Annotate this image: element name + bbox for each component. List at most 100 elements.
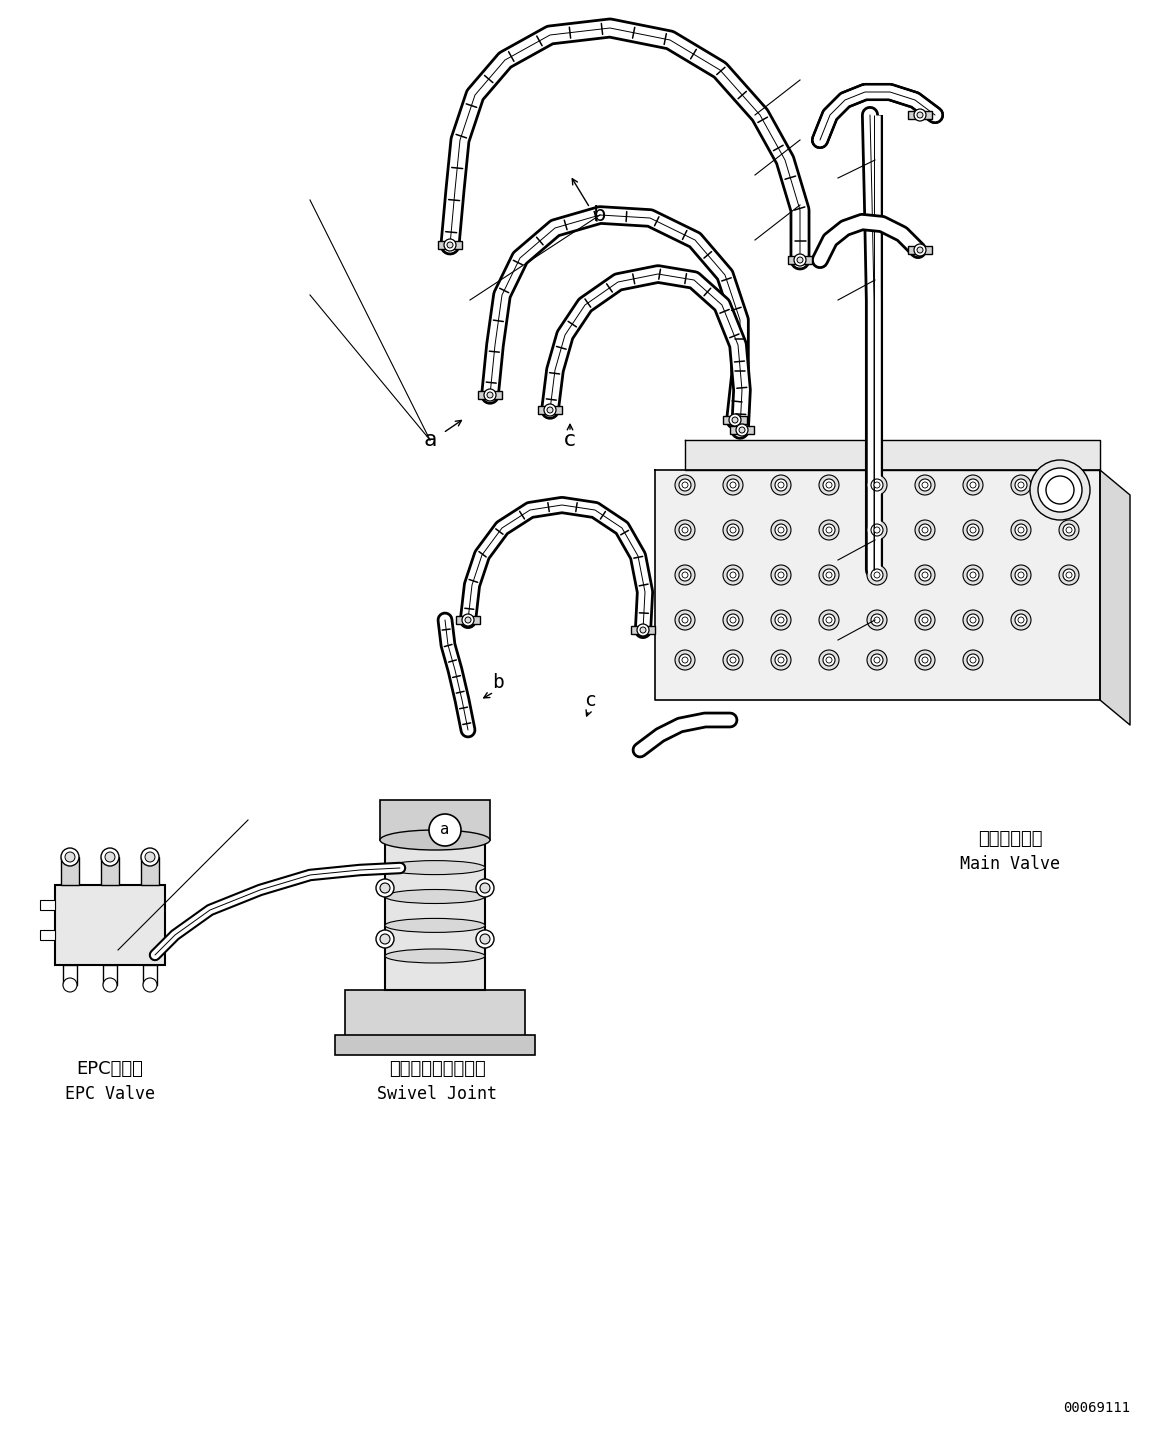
Circle shape <box>823 479 835 491</box>
Circle shape <box>794 254 806 266</box>
Circle shape <box>380 883 390 893</box>
Circle shape <box>429 814 461 846</box>
Circle shape <box>871 569 883 582</box>
Text: メインバルブ: メインバルブ <box>978 830 1042 848</box>
Circle shape <box>723 610 743 631</box>
Circle shape <box>727 569 739 582</box>
Circle shape <box>682 527 688 532</box>
Circle shape <box>771 519 791 540</box>
Circle shape <box>963 610 983 631</box>
Circle shape <box>679 654 691 667</box>
Circle shape <box>778 527 784 532</box>
Circle shape <box>682 657 688 662</box>
Circle shape <box>547 407 552 413</box>
Circle shape <box>823 615 835 626</box>
Circle shape <box>915 475 935 495</box>
Circle shape <box>871 654 883 667</box>
Circle shape <box>919 479 932 491</box>
Circle shape <box>376 929 394 948</box>
Circle shape <box>104 978 117 991</box>
Ellipse shape <box>385 860 485 874</box>
Circle shape <box>823 569 835 582</box>
Circle shape <box>914 110 926 121</box>
Bar <box>380 799 490 840</box>
Circle shape <box>730 618 736 623</box>
Circle shape <box>484 390 495 401</box>
Circle shape <box>1011 566 1032 584</box>
Circle shape <box>682 618 688 623</box>
Bar <box>101 857 119 885</box>
Circle shape <box>723 649 743 670</box>
Circle shape <box>819 610 839 631</box>
Circle shape <box>826 571 832 579</box>
Circle shape <box>480 883 490 893</box>
Circle shape <box>487 392 493 398</box>
Circle shape <box>1063 524 1075 535</box>
Circle shape <box>963 566 983 584</box>
Circle shape <box>966 615 979 626</box>
Text: 00069111: 00069111 <box>1063 1401 1130 1416</box>
Circle shape <box>871 524 883 535</box>
Circle shape <box>444 240 456 251</box>
Circle shape <box>675 519 695 540</box>
Circle shape <box>675 566 695 584</box>
Circle shape <box>922 527 928 532</box>
Circle shape <box>1015 569 1027 582</box>
Bar <box>632 626 655 633</box>
Circle shape <box>637 623 649 636</box>
Circle shape <box>380 934 390 944</box>
Circle shape <box>771 475 791 495</box>
Circle shape <box>544 404 556 416</box>
Circle shape <box>1030 460 1090 519</box>
Text: c: c <box>563 430 577 450</box>
Circle shape <box>1018 571 1023 579</box>
Bar <box>55 885 165 965</box>
Circle shape <box>730 482 736 488</box>
Circle shape <box>778 618 784 623</box>
Circle shape <box>775 615 787 626</box>
Circle shape <box>675 649 695 670</box>
Bar <box>538 405 562 414</box>
Circle shape <box>476 929 494 948</box>
Circle shape <box>866 610 887 631</box>
Circle shape <box>819 519 839 540</box>
Bar <box>789 255 812 264</box>
Circle shape <box>970 571 976 579</box>
Circle shape <box>916 247 923 253</box>
Circle shape <box>640 628 645 633</box>
Bar <box>730 426 754 434</box>
Circle shape <box>823 654 835 667</box>
Polygon shape <box>685 440 1100 470</box>
Circle shape <box>966 569 979 582</box>
Ellipse shape <box>380 830 490 850</box>
Circle shape <box>476 879 494 898</box>
Circle shape <box>819 475 839 495</box>
Circle shape <box>1015 524 1027 535</box>
Circle shape <box>65 851 74 861</box>
Circle shape <box>60 848 79 866</box>
Circle shape <box>1011 519 1032 540</box>
Circle shape <box>682 571 688 579</box>
Text: Main Valve: Main Valve <box>959 856 1059 873</box>
Circle shape <box>729 414 741 426</box>
Circle shape <box>723 519 743 540</box>
Circle shape <box>1018 618 1023 623</box>
Circle shape <box>775 479 787 491</box>
Text: EPCバルブ: EPCバルブ <box>77 1061 143 1078</box>
Circle shape <box>775 524 787 535</box>
Circle shape <box>447 242 454 248</box>
Circle shape <box>1063 569 1075 582</box>
Circle shape <box>875 482 880 488</box>
Circle shape <box>1015 615 1027 626</box>
Circle shape <box>775 654 787 667</box>
Bar <box>141 857 159 885</box>
Circle shape <box>727 615 739 626</box>
Circle shape <box>778 571 784 579</box>
Circle shape <box>1066 571 1072 579</box>
Circle shape <box>376 879 394 898</box>
Bar <box>456 616 480 623</box>
Circle shape <box>875 527 880 532</box>
Circle shape <box>1046 476 1073 504</box>
Circle shape <box>679 479 691 491</box>
Circle shape <box>1066 527 1072 532</box>
